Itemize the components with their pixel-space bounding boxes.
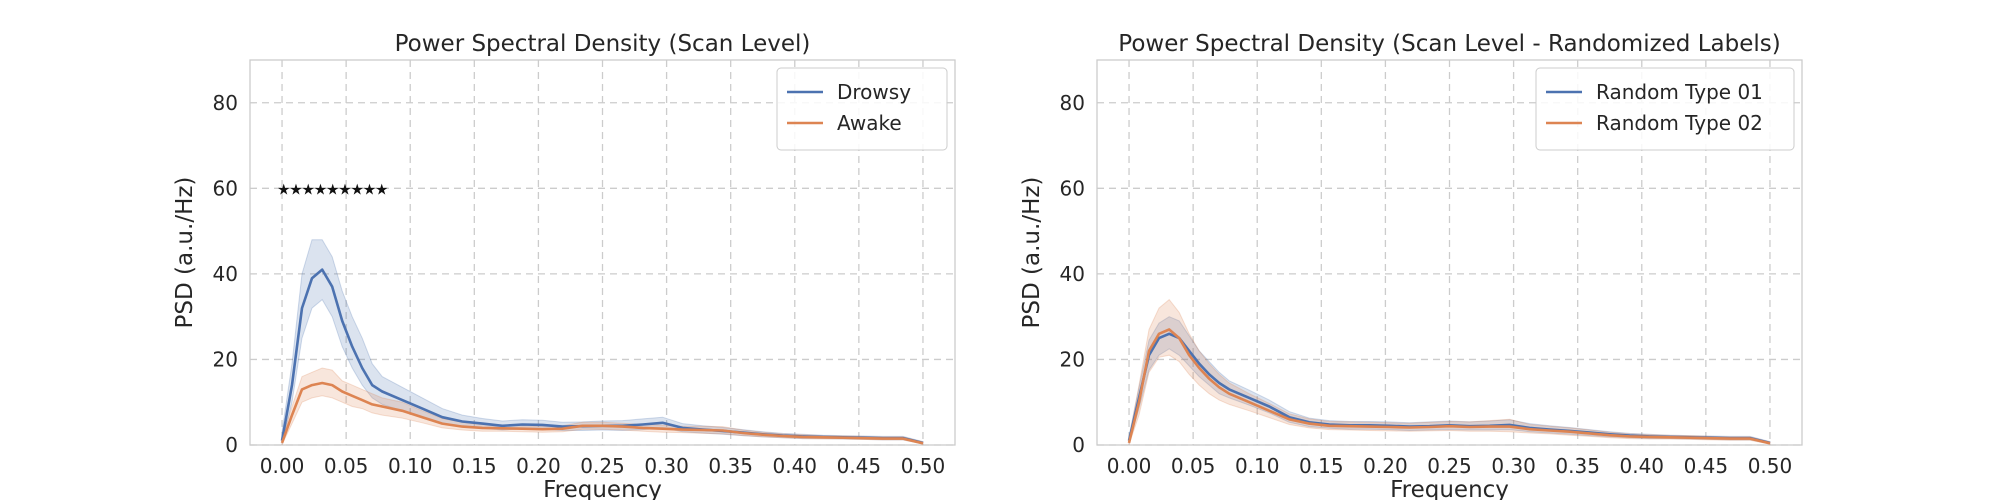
- x-tick-label: 0.30: [644, 454, 689, 478]
- legend-label-random-type-02: Random Type 02: [1596, 111, 1763, 135]
- x-tick-label: 0.35: [708, 454, 753, 478]
- y-tick-label: 60: [213, 176, 238, 200]
- x-tick-label: 0.35: [1555, 454, 1600, 478]
- y-axis-label: PSD (a.u./Hz): [172, 177, 198, 329]
- confidence-bands: [1128, 298, 1771, 445]
- x-axis-label: Frequency: [1390, 477, 1509, 500]
- legend: Random Type 01 Random Type 02: [1535, 67, 1795, 151]
- y-tick-label: 60: [1060, 176, 1085, 200]
- x-tick-label: 0.05: [324, 454, 369, 478]
- legend: Drowsy Awake: [776, 67, 948, 151]
- significance-markers: ★★★★★★★★★: [277, 180, 388, 198]
- x-tick-label: 0.40: [773, 454, 818, 478]
- psd-randomized-labels-chart: 0.00 0.05 0.10 0.15 0.20 0.25 0.30 0.35 0.40 0.45…: [1019, 31, 1803, 500]
- y-tick-label: 0: [225, 433, 238, 457]
- tick-labels: 0.00 0.05 0.10 0.15 0.20 0.25 0.30 0.35 0.40 0.45…: [213, 91, 946, 478]
- x-tick-label: 0.45: [1684, 454, 1729, 478]
- x-axis-label: Frequency: [543, 477, 662, 500]
- legend-label-awake: Awake: [837, 111, 902, 135]
- y-tick-label: 80: [213, 91, 238, 115]
- band-awake: [281, 367, 924, 445]
- x-tick-label: 0.00: [1107, 454, 1152, 478]
- y-tick-label: 40: [1060, 262, 1085, 286]
- legend-label-drowsy: Drowsy: [837, 80, 911, 104]
- x-tick-label: 0.40: [1620, 454, 1665, 478]
- x-tick-label: 0.45: [837, 454, 882, 478]
- x-tick-label: 0.10: [1235, 454, 1280, 478]
- x-tick-label: 0.20: [1363, 454, 1408, 478]
- y-tick-label: 0: [1072, 433, 1085, 457]
- y-tick-label: 20: [213, 347, 238, 371]
- x-tick-label: 0.25: [1427, 454, 1472, 478]
- band-random-type-02: [1128, 298, 1771, 445]
- x-tick-label: 0.15: [1299, 454, 1344, 478]
- y-tick-label: 80: [1060, 91, 1085, 115]
- line-random-type-02: [1127, 328, 1771, 445]
- y-tick-label: 40: [213, 262, 238, 286]
- chart-title: Power Spectral Density (Scan Level): [395, 31, 811, 57]
- x-tick-label: 0.10: [388, 454, 433, 478]
- chart-title: Power Spectral Density (Scan Level - Ran…: [1118, 31, 1780, 57]
- x-tick-label: 0.20: [516, 454, 561, 478]
- x-tick-label: 0.50: [1748, 454, 1793, 478]
- band-random-type-01: [1128, 316, 1771, 445]
- x-tick-label: 0.00: [260, 454, 305, 478]
- series-lines: [1127, 328, 1771, 445]
- x-tick-label: 0.50: [901, 454, 946, 478]
- legend-box: [1535, 67, 1795, 151]
- y-axis-label: PSD (a.u./Hz): [1019, 177, 1045, 329]
- line-awake: [280, 381, 924, 445]
- legend-label-random-type-01: Random Type 01: [1596, 80, 1763, 104]
- x-tick-label: 0.25: [580, 454, 625, 478]
- x-tick-label: 0.05: [1171, 454, 1216, 478]
- psd-scan-level-chart: 0.00 0.05 0.10 0.15 0.20 0.25 0.30 0.35 0.40 0.45…: [172, 31, 956, 500]
- legend-box: [776, 67, 948, 151]
- tick-labels: 0.00 0.05 0.10 0.15 0.20 0.25 0.30 0.35 0.40 0.45…: [1060, 91, 1793, 478]
- y-tick-label: 20: [1060, 347, 1085, 371]
- series-lines: [280, 268, 924, 445]
- x-tick-label: 0.15: [452, 454, 497, 478]
- x-tick-label: 0.30: [1491, 454, 1536, 478]
